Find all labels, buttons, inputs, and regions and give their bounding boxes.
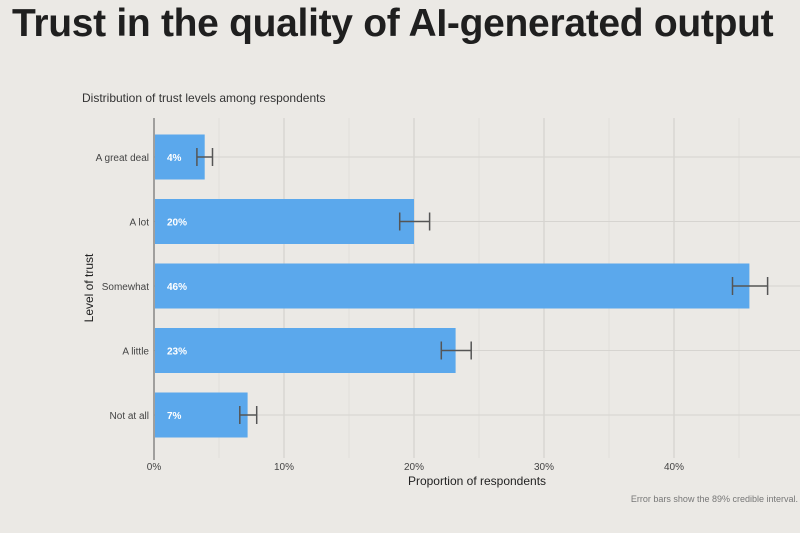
bar-value-label: 7% — [167, 411, 182, 422]
y-tick-label: Not at all — [110, 411, 149, 422]
error-bar — [239, 406, 258, 424]
x-tick-label: 0% — [147, 462, 162, 473]
bar — [155, 199, 414, 244]
x-tick-label: 20% — [404, 462, 424, 473]
chart-note: Error bars show the 89% credible interva… — [631, 494, 798, 504]
chart-subtitle: Distribution of trust levels among respo… — [82, 91, 325, 105]
x-tick-labels: 0% 10% 20% 30% 40% — [147, 462, 684, 473]
error-bar — [731, 277, 769, 295]
bar-value-label: 23% — [167, 347, 187, 358]
y-tick-label: A little — [122, 347, 149, 358]
bar — [155, 392, 248, 438]
page-title: Trust in the quality of AI-generated out… — [12, 2, 774, 45]
y-tick-label: Somewhat — [102, 282, 149, 293]
bar-value-label: 20% — [167, 218, 187, 229]
bar-value-label: 46% — [167, 282, 187, 293]
bar — [155, 263, 750, 309]
x-tick-label: 10% — [274, 462, 294, 473]
y-tick-label: A great deal — [96, 153, 149, 164]
x-tick-label: 40% — [664, 462, 684, 473]
y-tick-labels: A great deal A lot Somewhat A little Not at … — [96, 153, 150, 422]
y-tick-label: A lot — [130, 218, 150, 229]
x-tick-label: 30% — [534, 462, 554, 473]
bar — [155, 328, 456, 373]
bars: 4% 20% 46% 23% 7% — [155, 134, 769, 438]
error-bar — [440, 341, 472, 360]
y-axis-title: Level of trust — [82, 253, 96, 322]
x-axis-title: Proportion of respondents — [408, 474, 546, 488]
error-bar — [196, 148, 214, 166]
error-bar — [398, 212, 431, 231]
bar-value-label: 4% — [167, 153, 182, 164]
